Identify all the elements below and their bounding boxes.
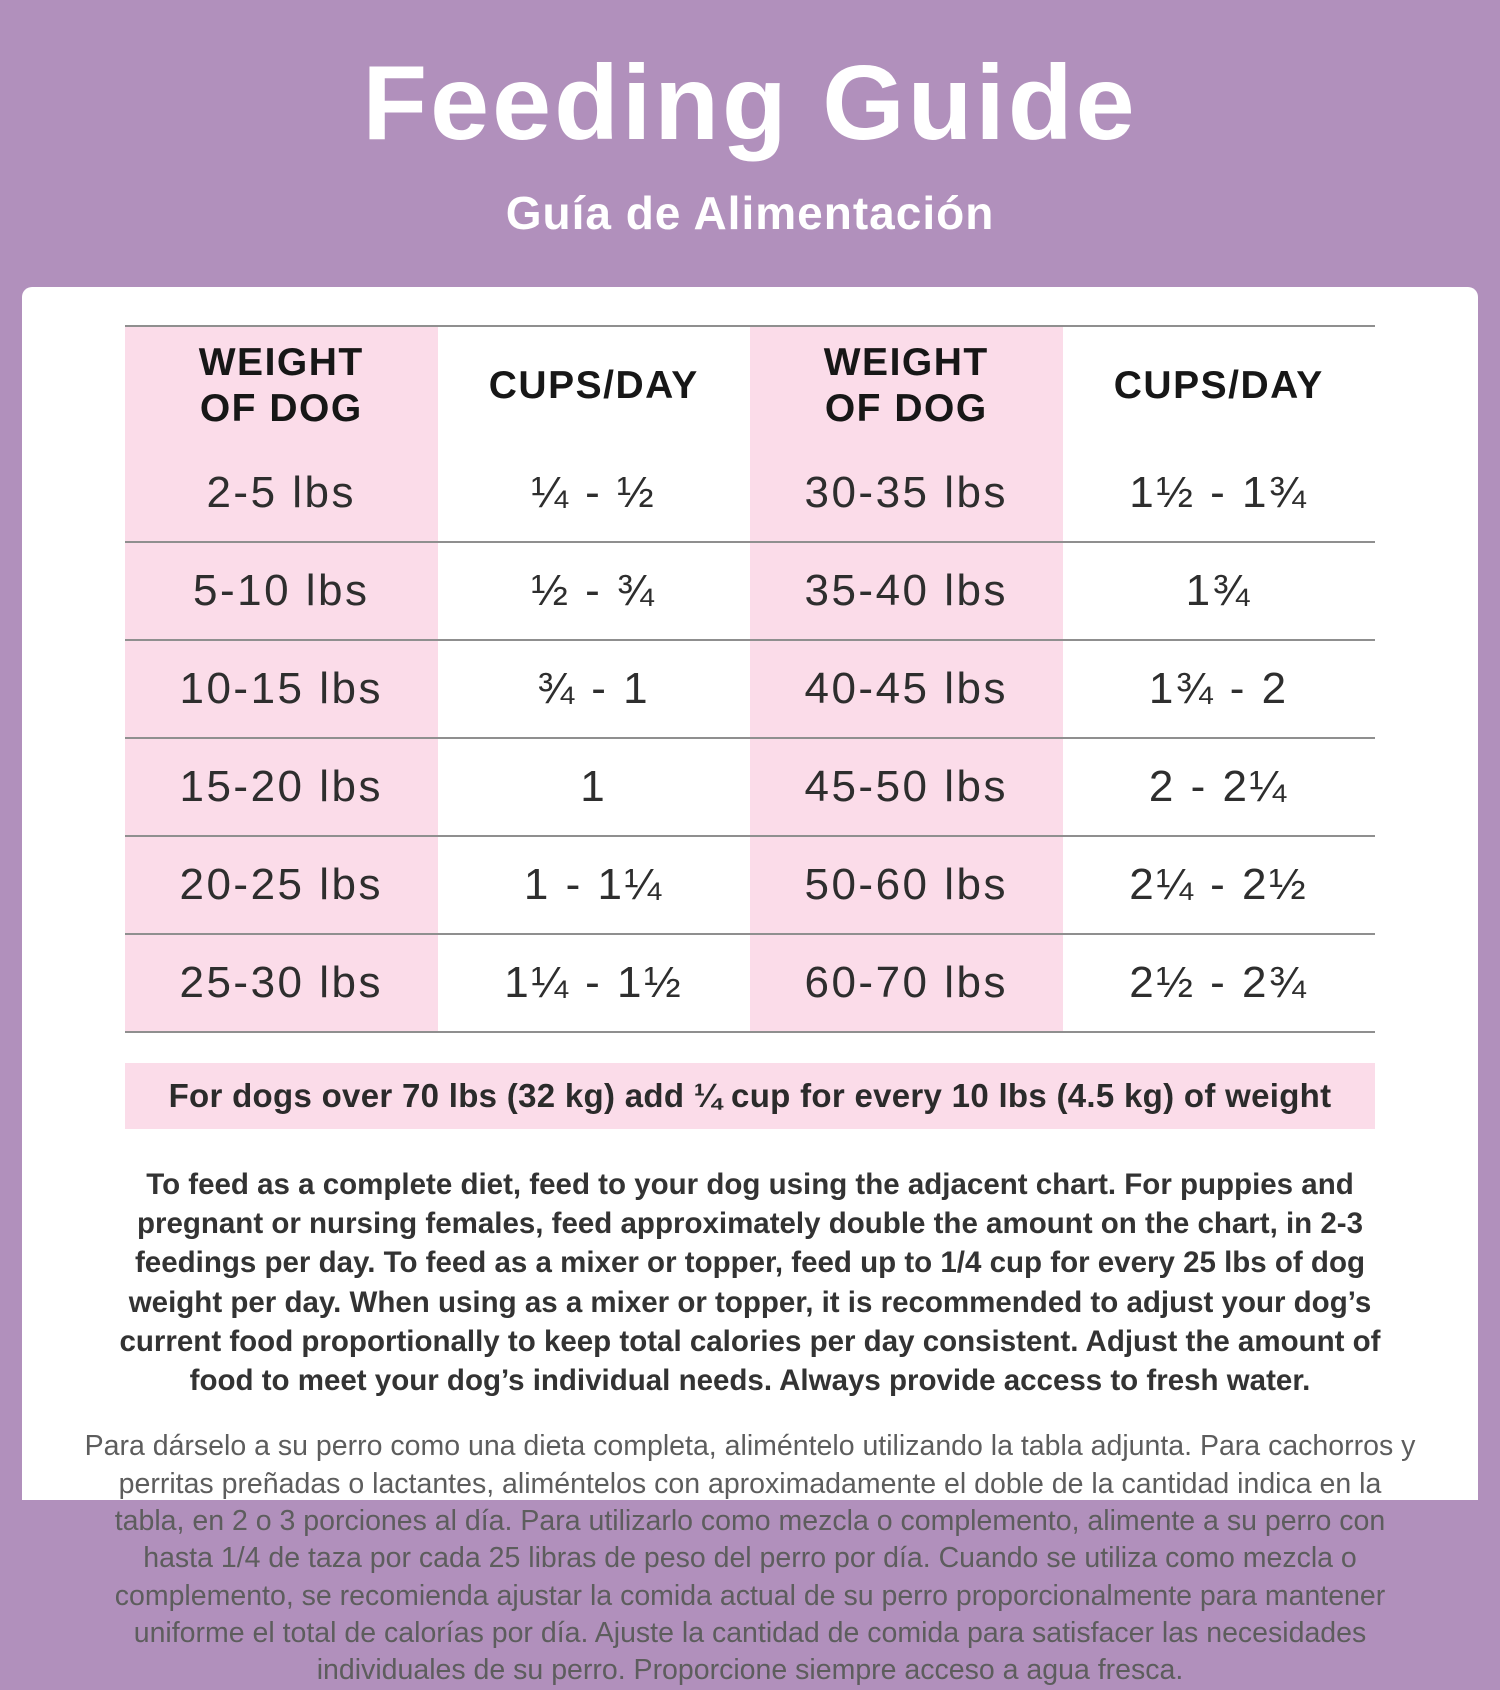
header-label: CUPS/DAY [488,363,699,407]
feeding-table: WEIGHT OF DOG CUPS/DAY WEIGHT OF DOG CUP… [125,325,1375,1033]
weight-cell: 50-60 lbs [750,837,1063,933]
header-cups-per-day-right: CUPS/DAY [1063,327,1376,445]
cups-cell: 1¾ [1185,566,1252,615]
table-row: 20-25 lbs 1 - 1¼ 50-60 lbs 2¼ - 2½ [125,837,1375,935]
table-row: 15-20 lbs 1 45-50 lbs 2 - 2¼ [125,739,1375,837]
feeding-instructions-english: To feed as a complete diet, feed to your… [119,1168,1381,1398]
table-row: 5-10 lbs ½ - ¾ 35-40 lbs 1¾ [125,543,1375,641]
table-row: 2-5 lbs ¼ - ½ 30-35 lbs 1½ - 1¾ [125,445,1375,543]
weight-cell: 20-25 lbs [125,837,438,933]
cups-cell: ¾ - 1 [537,664,651,713]
weight-cell: 30-35 lbs [750,445,1063,541]
cups-cell: 1 - 1¼ [523,860,664,909]
header-weight-of-dog-left: WEIGHT OF DOG [125,327,438,445]
weight-cell: 5-10 lbs [125,543,438,639]
weight-cell: 60-70 lbs [750,935,1063,1031]
weight-cell: 10-15 lbs [125,641,438,737]
header-label: CUPS/DAY [1113,363,1324,407]
page-header: Feeding Guide Guía de Alimentación [0,0,1500,287]
weight-cell: 25-30 lbs [125,935,438,1031]
weight-cell: 15-20 lbs [125,739,438,835]
weight-cell: 2-5 lbs [125,445,438,541]
page-subtitle: Guía de Alimentación [505,187,995,239]
cups-cell: 1¾ - 2 [1148,664,1289,713]
table-row: 10-15 lbs ¾ - 1 40-45 lbs 1¾ - 2 [125,641,1375,739]
header-label: WEIGHT OF DOG [823,340,989,430]
cups-cell: 2½ - 2¾ [1129,958,1309,1007]
cups-cell: 2 - 2¼ [1148,762,1289,811]
over-70-lbs-banner: For dogs over 70 lbs (32 kg) add ¼ cup f… [125,1063,1375,1129]
table-header-row: WEIGHT OF DOG CUPS/DAY WEIGHT OF DOG CUP… [125,325,1375,445]
cups-cell: 1¼ - 1½ [504,958,684,1007]
cups-cell: 2¼ - 2½ [1129,860,1309,909]
feeding-instructions-spanish: Para dárselo a su perro como una dieta c… [84,1430,1416,1687]
header-cups-per-day-left: CUPS/DAY [438,327,751,445]
cups-cell: ½ - ¾ [531,566,657,615]
content-card: WEIGHT OF DOG CUPS/DAY WEIGHT OF DOG CUP… [22,287,1478,1686]
cups-cell: 1½ - 1¾ [1129,468,1309,517]
table-row: 25-30 lbs 1¼ - 1½ 60-70 lbs 2½ - 2¾ [125,935,1375,1033]
weight-cell: 40-45 lbs [750,641,1063,737]
cups-cell: ¼ - ½ [531,468,657,517]
page-title: Feeding Guide [362,44,1138,162]
banner-text: For dogs over 70 lbs (32 kg) add ¼ cup f… [168,1077,1332,1114]
weight-cell: 35-40 lbs [750,543,1063,639]
header-label: WEIGHT OF DOG [198,340,364,430]
header-weight-of-dog-right: WEIGHT OF DOG [750,327,1063,445]
cups-cell: 1 [580,762,608,811]
weight-cell: 45-50 lbs [750,739,1063,835]
